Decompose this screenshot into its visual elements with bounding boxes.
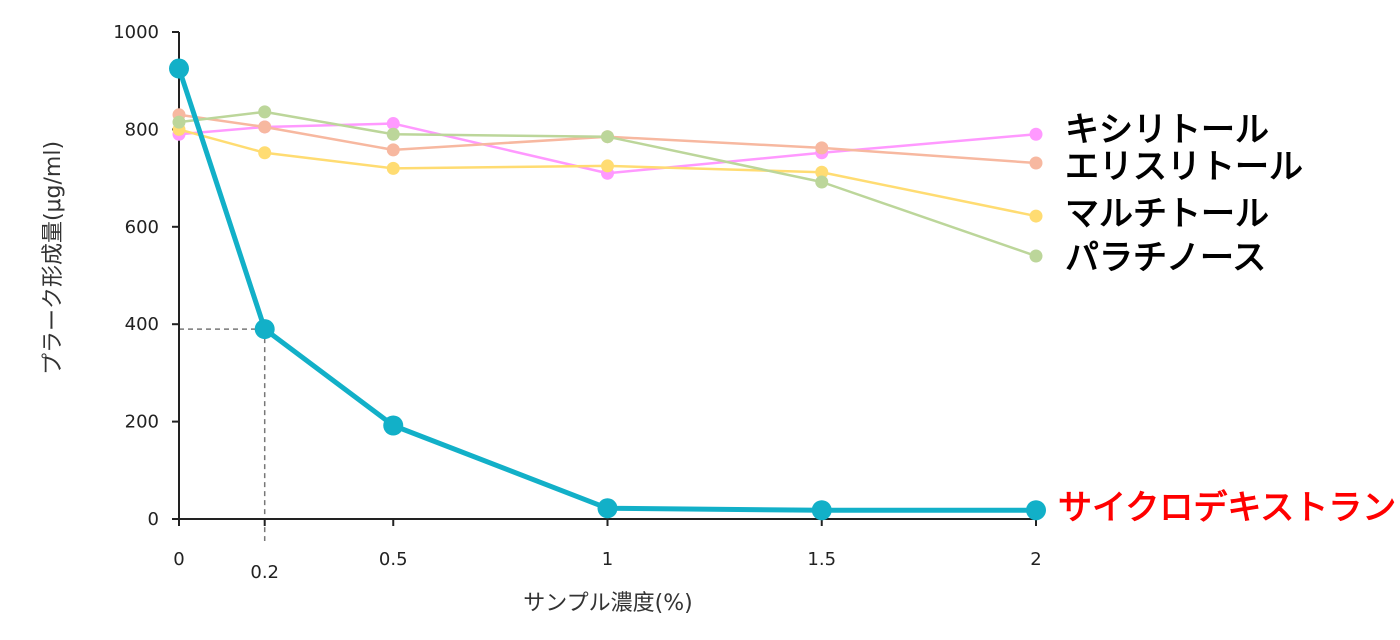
series-label: エリスリトール	[1065, 147, 1303, 187]
x-tick-label: 0.2	[250, 562, 279, 583]
series-label: マルチトール	[1065, 194, 1269, 234]
data-point	[597, 498, 618, 519]
data-point	[601, 159, 614, 173]
series-layer	[169, 58, 1046, 521]
series-label: サイクロデキストラン	[1058, 488, 1396, 528]
x-tick-label: 0.5	[379, 549, 408, 570]
series-label: キシリトール	[1065, 110, 1269, 150]
y-tick-label: 0	[148, 509, 159, 530]
x-tick-label: 1	[602, 549, 613, 570]
data-point	[172, 115, 186, 129]
data-point	[258, 146, 272, 160]
x-tick-label: 0	[173, 549, 184, 570]
series-3	[172, 122, 1043, 223]
data-point	[1029, 127, 1043, 141]
data-point	[1029, 249, 1043, 263]
data-point	[169, 58, 189, 79]
data-point	[258, 120, 272, 134]
data-point	[815, 175, 829, 189]
series-label: パラチノース	[1065, 238, 1266, 278]
x-axis-title: サンプル濃度(%)	[523, 591, 692, 616]
reference-lines	[179, 328, 266, 541]
y-tick-label: 800	[125, 119, 159, 140]
y-tick-label: 400	[125, 314, 159, 335]
data-point	[258, 105, 272, 119]
data-point	[815, 165, 829, 179]
data-point	[601, 130, 614, 144]
data-point	[1029, 156, 1043, 170]
y-tick-label: 600	[125, 217, 159, 238]
data-point	[1029, 209, 1043, 223]
series-line	[178, 110, 1037, 258]
y-tick-label: 200	[125, 412, 159, 433]
series-line	[178, 113, 1037, 165]
data-point	[386, 161, 400, 175]
data-point	[383, 415, 404, 436]
series-5	[169, 58, 1046, 521]
data-point	[811, 500, 832, 521]
y-axis-title: プラーク形成量(μg/ml)	[41, 141, 66, 375]
x-tick-label: 1.5	[807, 549, 836, 570]
series-line	[178, 128, 1037, 218]
data-point	[815, 141, 829, 155]
series-line	[176, 67, 1036, 513]
x-tick-label: 2	[1030, 549, 1041, 570]
data-point	[386, 143, 400, 157]
data-point	[386, 117, 400, 131]
data-point	[254, 319, 275, 340]
y-tick-label: 1000	[113, 22, 159, 43]
data-point	[1026, 500, 1046, 521]
data-point	[386, 127, 400, 141]
series-4	[172, 105, 1043, 263]
axes: 0 200 400 600 800 1000 0 0.2 0.5 1 1.5 2	[113, 22, 1042, 583]
